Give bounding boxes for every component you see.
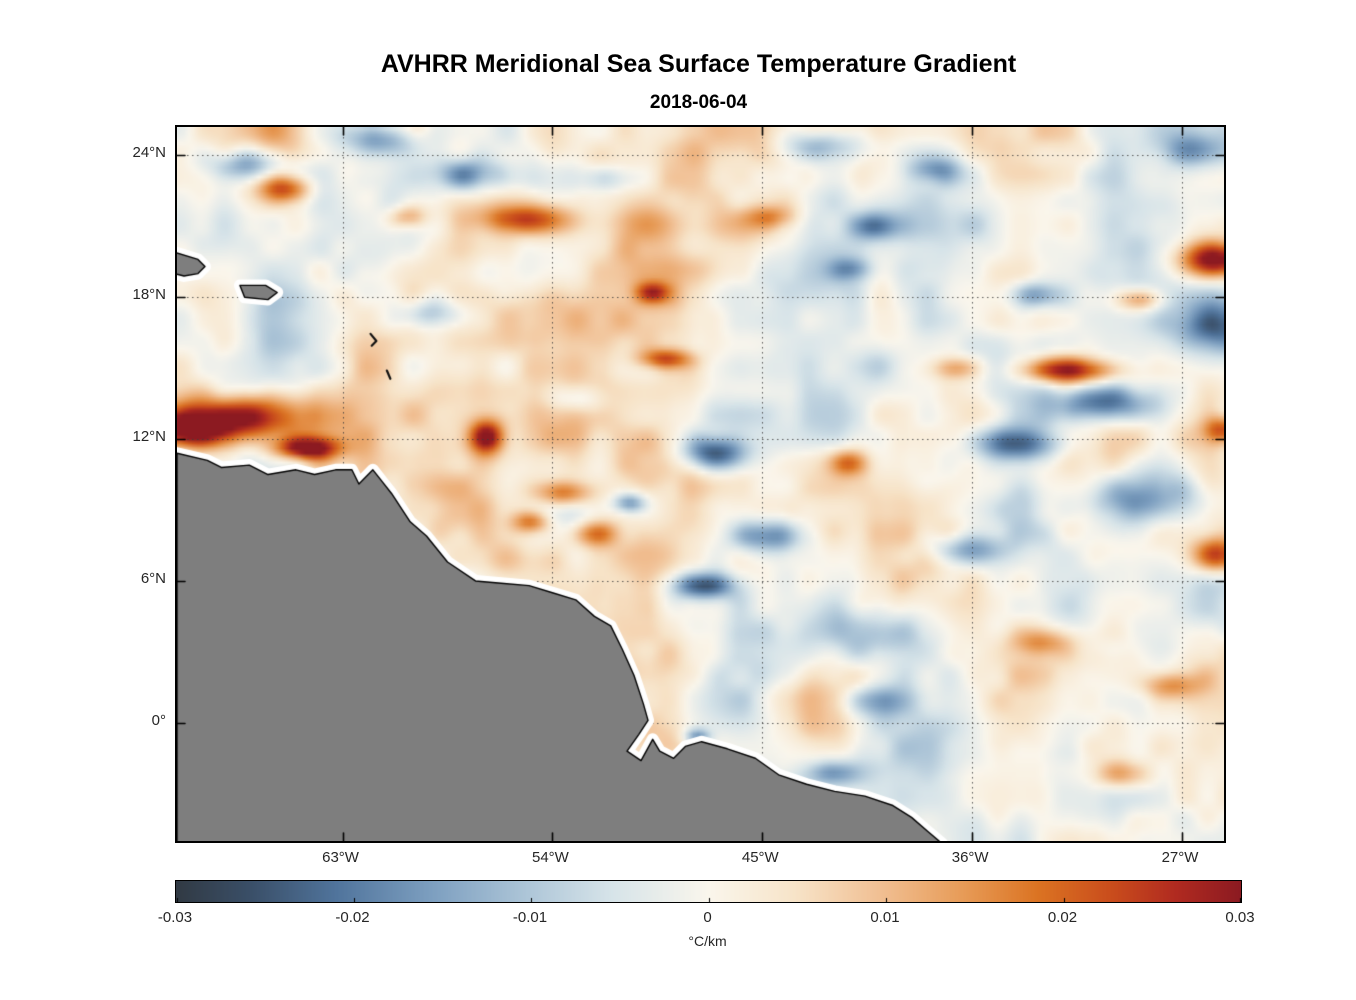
colorbar-tick-label: 0.03: [1225, 909, 1255, 926]
colorbar-tick-label: -0.02: [335, 909, 370, 926]
y-tick-label: 12°N: [132, 428, 166, 446]
y-tick-label: 18°N: [132, 286, 166, 304]
colorbar-tick-label: -0.01: [512, 909, 548, 926]
colorbar-tick-label: 0.01: [870, 909, 900, 926]
colorbar-unit-label: °C/km: [688, 933, 727, 949]
x-tick-label: 45°W: [741, 849, 779, 866]
chart-subtitle: 2018-06-04: [649, 92, 748, 113]
colorbar-tick-label: 0: [703, 909, 712, 926]
x-tick-label: 36°W: [951, 849, 989, 866]
colorbar-tick-label: -0.03: [157, 909, 193, 926]
x-tick-label: 63°W: [322, 849, 359, 866]
x-tick-label: 27°W: [1161, 849, 1199, 866]
x-tick-label: 54°W: [532, 849, 569, 866]
y-tick-label: 0°: [151, 711, 166, 729]
y-tick-label: 24°N: [132, 144, 166, 162]
colorbar-gradient: [176, 881, 1241, 902]
chart-title: AVHRR Meridional Sea Surface Temperature…: [380, 50, 1017, 78]
colorbar: [175, 880, 1242, 903]
y-tick-label: 6°N: [140, 569, 166, 587]
map-plot-area: [175, 125, 1226, 843]
sst-gradient-heatmap: [177, 127, 1224, 841]
colorbar-tick-label: 0.02: [1047, 909, 1078, 926]
